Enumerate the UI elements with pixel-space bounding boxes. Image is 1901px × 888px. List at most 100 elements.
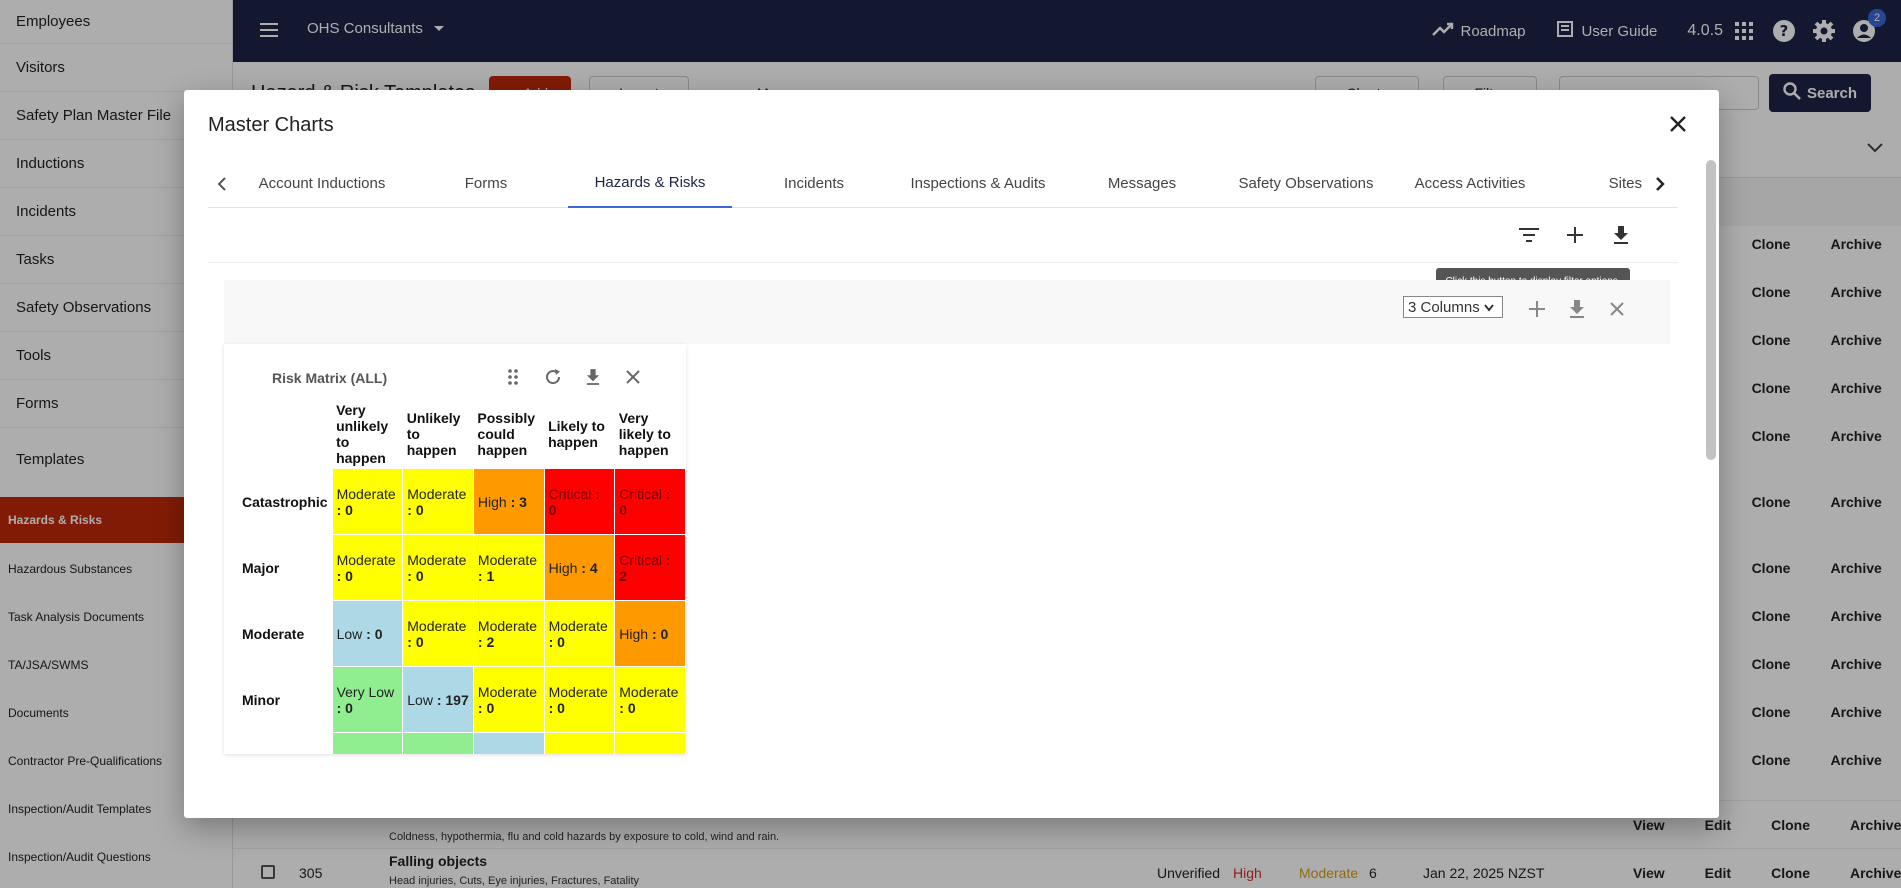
matrix-cell[interactable]: Very <box>402 732 474 754</box>
tab-safety-observations[interactable]: Safety Observations <box>1224 158 1388 208</box>
tab-hazards-risks[interactable]: Hazards & Risks <box>568 158 732 208</box>
sidebar-subitem-task-analysis-documents[interactable]: Task Analysis Documents <box>0 593 233 641</box>
archive-link[interactable]: Archive <box>1850 817 1901 833</box>
edit-link[interactable]: Edit <box>1704 817 1732 833</box>
download-icon[interactable] <box>1608 222 1634 248</box>
clone-link[interactable]: Clone <box>1751 704 1791 720</box>
matrix-cell[interactable]: High : 4 <box>543 534 616 601</box>
row-checkbox[interactable] <box>261 865 275 879</box>
clone-link[interactable]: Clone <box>1751 752 1791 768</box>
matrix-cell[interactable]: Moderate : 0 <box>472 666 545 733</box>
dialog-scrollbar[interactable] <box>1706 160 1716 460</box>
archive-link[interactable]: Archive <box>1830 704 1882 720</box>
clone-link[interactable]: Clone <box>1751 332 1791 348</box>
archive-link[interactable]: Archive <box>1830 428 1882 444</box>
hamburger-menu-icon[interactable] <box>259 20 279 40</box>
tab-incidents[interactable]: Incidents <box>732 158 896 208</box>
sidebar-subitem-inspection-audit-templates[interactable]: Inspection/Audit Templates <box>0 785 233 833</box>
archive-link[interactable]: Archive <box>1830 494 1882 510</box>
add-chart-icon[interactable] <box>1524 296 1550 322</box>
clone-link[interactable]: Clone <box>1751 560 1791 576</box>
archive-link[interactable]: Archive <box>1830 380 1882 396</box>
matrix-cell[interactable]: Moderate : 0 <box>402 468 474 535</box>
close-icon[interactable] <box>620 364 646 390</box>
matrix-cell[interactable]: Moderate : 0 <box>331 468 404 535</box>
clone-link[interactable]: Clone <box>1751 428 1791 444</box>
clone-link[interactable]: Clone <box>1751 656 1791 672</box>
matrix-cell[interactable]: Critical : 0 <box>543 468 616 535</box>
archive-link[interactable]: Archive <box>1830 608 1882 624</box>
archive-link[interactable]: Archive <box>1850 865 1901 881</box>
sidebar-item-inductions[interactable]: Inductions <box>0 140 233 188</box>
sidebar-item-tasks[interactable]: Tasks <box>0 236 233 284</box>
sidebar-item-safety-observations[interactable]: Safety Observations <box>0 284 233 332</box>
tab-messages[interactable]: Messages <box>1060 158 1224 208</box>
close-icon[interactable] <box>1664 110 1692 138</box>
table-row[interactable]: 305 Falling objects Head injuries, Cuts,… <box>233 848 1901 888</box>
sidebar-item-employees[interactable]: Employees <box>0 0 233 44</box>
sidebar-subitem-hazardous-substances[interactable]: Hazardous Substances <box>0 545 233 593</box>
apps-grid-icon[interactable] <box>1731 18 1757 44</box>
sidebar-item-forms[interactable]: Forms <box>0 380 233 428</box>
matrix-cell[interactable]: Critical : 0 <box>614 468 686 535</box>
matrix-cell[interactable]: High : 0 <box>614 600 686 667</box>
matrix-cell[interactable]: Moderate : 0 <box>543 666 616 733</box>
sidebar-item-templates[interactable]: Templates <box>0 428 233 490</box>
matrix-cell[interactable]: Moderate : 0 <box>543 600 616 667</box>
sidebar-subitem-ta-jsa-swms[interactable]: TA/JSA/SWMS <box>0 641 233 689</box>
clone-link[interactable]: Clone <box>1771 817 1810 833</box>
sidebar-subitem-contractor-prequalifications[interactable]: Contractor Pre-Qualifications <box>0 737 233 785</box>
archive-link[interactable]: Archive <box>1830 332 1882 348</box>
matrix-cell[interactable]: High : 3 <box>472 468 545 535</box>
drag-handle-icon[interactable] <box>500 364 526 390</box>
filter-list-icon[interactable] <box>1516 222 1542 248</box>
tab-forms[interactable]: Forms <box>404 158 568 208</box>
archive-link[interactable]: Archive <box>1830 284 1882 300</box>
tab-inspections-audits[interactable]: Inspections & Audits <box>896 158 1060 208</box>
matrix-cell[interactable]: Moderate : 0 <box>402 534 474 601</box>
roadmap-link[interactable]: Roadmap <box>1432 21 1526 41</box>
clone-link[interactable]: Clone <box>1751 284 1791 300</box>
matrix-cell[interactable]: Moderate : 0 <box>402 600 474 667</box>
view-link[interactable]: View <box>1633 865 1665 881</box>
matrix-cell[interactable]: Moderate : 0 <box>614 666 686 733</box>
clone-link[interactable]: Clone <box>1751 608 1791 624</box>
account-icon[interactable]: 2 <box>1851 9 1886 44</box>
sidebar-item-visitors[interactable]: Visitors <box>0 44 233 92</box>
chevron-right-icon[interactable] <box>1646 170 1674 198</box>
download-icon[interactable] <box>580 364 606 390</box>
download-row-icon[interactable] <box>1564 296 1590 322</box>
sidebar-subitem-documents[interactable]: Documents <box>0 689 233 737</box>
matrix-cell[interactable] <box>472 732 545 754</box>
tab-access-activities[interactable]: Access Activities <box>1388 158 1552 208</box>
tab-account-inductions[interactable]: Account Inductions <box>240 158 404 208</box>
sidebar-item-incidents[interactable]: Incidents <box>0 188 233 236</box>
organization-selector[interactable]: OHS Consultants <box>307 20 445 37</box>
matrix-cell[interactable]: Moderate : 0 <box>331 534 404 601</box>
archive-link[interactable]: Archive <box>1830 656 1882 672</box>
remove-row-close-icon[interactable] <box>1604 296 1630 322</box>
matrix-cell[interactable]: Critical : 2 <box>614 534 686 601</box>
sidebar-subitem-inspection-audit-questions[interactable]: Inspection/Audit Questions <box>0 833 233 881</box>
search-button[interactable]: Search <box>1769 74 1871 112</box>
columns-select[interactable]: 3 Columns <box>1403 296 1503 318</box>
chevron-left-icon[interactable] <box>208 170 236 198</box>
clone-link[interactable]: Clone <box>1751 380 1791 396</box>
help-icon[interactable]: ? <box>1771 18 1797 44</box>
chevron-down-icon[interactable] <box>1867 140 1883 158</box>
user-guide-link[interactable]: User Guide <box>1556 20 1657 42</box>
edit-link[interactable]: Edit <box>1704 865 1732 881</box>
matrix-cell[interactable]: Low : 197 <box>402 666 474 733</box>
clone-link[interactable]: Clone <box>1751 236 1791 252</box>
refresh-icon[interactable] <box>540 364 566 390</box>
matrix-cell[interactable] <box>614 732 686 754</box>
add-icon[interactable] <box>1562 222 1588 248</box>
matrix-cell[interactable]: Very Low : 0 <box>331 666 404 733</box>
archive-link[interactable]: Archive <box>1830 560 1882 576</box>
matrix-cell[interactable]: Moderate : 2 <box>472 600 545 667</box>
archive-link[interactable]: Archive <box>1830 752 1882 768</box>
matrix-cell[interactable]: Low : 0 <box>331 600 404 667</box>
matrix-cell[interactable] <box>543 732 616 754</box>
